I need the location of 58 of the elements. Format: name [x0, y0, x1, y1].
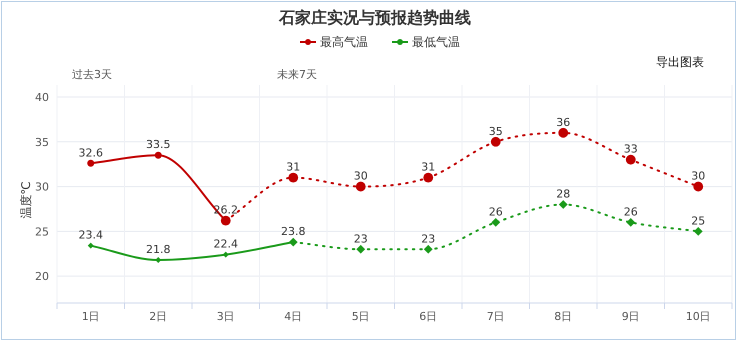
point	[558, 200, 568, 209]
data-label: 35	[488, 124, 503, 138]
x-tick-label: 7日	[486, 310, 505, 323]
point	[694, 226, 703, 236]
legend-label: 最高气温	[320, 35, 368, 49]
text: 未来7天	[277, 68, 317, 81]
data-label: 28	[556, 187, 570, 200]
data-label: 26	[488, 205, 503, 218]
data-label: 23.4	[78, 228, 103, 242]
y-tick-label: 25	[35, 225, 49, 238]
y-axis-title: 温度℃	[19, 181, 33, 219]
chart-title: 石家庄实况与预报趋势曲线	[278, 8, 471, 27]
data-label: 25	[691, 214, 706, 228]
x-tick-label: 10日	[686, 310, 711, 323]
x-tick-label: 8日	[554, 310, 572, 323]
y-tick-label: 30	[35, 180, 49, 194]
point	[356, 182, 366, 192]
data-label: 26	[624, 205, 638, 218]
point	[88, 242, 94, 249]
point	[491, 218, 500, 227]
data-label: 36	[556, 116, 570, 129]
x-tick-label: 5日	[352, 310, 370, 323]
point	[222, 252, 229, 258]
point	[154, 152, 162, 159]
data-label: 23.8	[281, 225, 306, 238]
point	[490, 136, 501, 147]
data-label: 22.4	[214, 238, 238, 251]
point	[288, 172, 298, 183]
point	[626, 218, 636, 227]
x-tick-label: 6日	[419, 310, 438, 323]
data-label: 23	[421, 232, 436, 246]
data-label: 21.8	[146, 243, 170, 256]
text: 过去3天	[72, 68, 112, 81]
point	[626, 154, 636, 165]
data-label: 30	[691, 170, 706, 183]
point	[356, 244, 366, 254]
y-tick-label: 20	[35, 270, 49, 284]
point	[693, 182, 704, 192]
point	[423, 172, 434, 183]
point	[424, 244, 433, 254]
x-tick-label: 4日	[284, 310, 302, 323]
y-tick-label: 40	[35, 91, 49, 104]
point	[87, 160, 94, 167]
legend-label: 最低气温	[412, 35, 460, 49]
data-label: 32.6	[78, 146, 103, 160]
x-tick-label: 3日	[216, 310, 235, 323]
data-label: 31	[421, 160, 436, 174]
data-label: 33.5	[146, 138, 170, 152]
data-label: 33	[624, 142, 638, 156]
y-tick-label: 35	[35, 136, 49, 149]
x-tick-label: 2日	[149, 310, 168, 323]
text: 导出图表	[656, 55, 704, 69]
x-tick-label: 1日	[82, 310, 100, 323]
data-label: 31	[286, 160, 300, 174]
data-label: 23	[354, 232, 368, 246]
data-label: 30	[354, 170, 368, 183]
x-tick-label: 9日	[622, 310, 640, 323]
point	[558, 128, 568, 138]
